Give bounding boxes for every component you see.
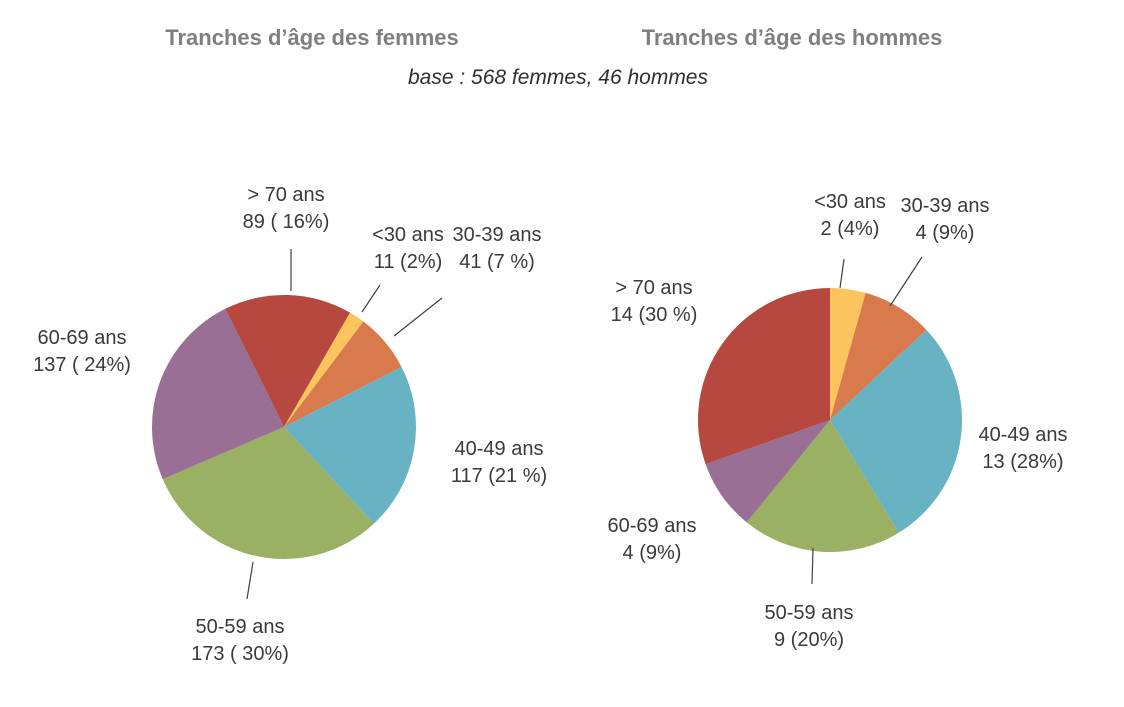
chart-title-femmes: Tranches d’âge des femmes [165, 25, 459, 50]
pie-slice-40-49-ans [830, 329, 963, 533]
pie-label-hommes-30-39: 30-39 ans 4 (9%) [901, 193, 990, 247]
pie-label-category: 40-49 ans [454, 438, 544, 460]
leader-hommes-50-59 [811, 547, 814, 585]
pie-label-value: 4 (9%) [915, 222, 975, 244]
pie-slice-60-69-ans [705, 420, 830, 523]
pie-label-category: 60-69 ans [607, 515, 697, 537]
pie-slice-30-39-ans [284, 321, 402, 427]
pie-label-femmes-50-59: 50-59 ans 173 ( 30%) [191, 614, 289, 668]
pie-label-value: 4 (9%) [622, 542, 682, 564]
pie-label-value: 89 ( 16%) [242, 211, 330, 233]
pie-label-value: 13 (28%) [982, 451, 1064, 473]
pie-slice-<30-ans [830, 287, 866, 420]
pie-femmes [151, 294, 417, 559]
pie-label-hommes-under30: <30 ans 2 (4%) [814, 189, 886, 243]
pie-label-value: 11 (2%) [373, 251, 443, 273]
pie-label-category: 60-69 ans [37, 327, 127, 349]
pie-label-category: 50-59 ans [764, 602, 854, 624]
pie-hommes [697, 287, 963, 552]
pie-label-value: 9 (20%) [773, 629, 845, 651]
leader-femmes-30-39 [393, 297, 443, 337]
pie-label-hommes-60-69: 60-69 ans 4 (9%) [608, 513, 697, 567]
pie-label-value: 14 (30 %) [610, 304, 698, 326]
pie-label-category: <30 ans [814, 191, 886, 213]
pie-label-hommes-70plus: > 70 ans 14 (30 %) [611, 275, 698, 329]
pie-slice->-70-ans [697, 288, 830, 465]
pie-slice-30-39-ans [830, 292, 927, 420]
pie-label-category: > 70 ans [247, 184, 325, 206]
pie-label-hommes-50-59: 50-59 ans 9 (20%) [765, 600, 854, 654]
leader-hommes-under30 [839, 258, 845, 289]
pie-label-value: 137 ( 24%) [33, 354, 131, 376]
pie-slice-40-49-ans [284, 366, 417, 524]
pie-label-femmes-under30: <30 ans 11 (2%) [372, 222, 444, 276]
pie-label-value: 117 (21 %) [450, 465, 548, 487]
pie-slice-50-59-ans [746, 420, 899, 552]
pie-label-value: 2 (4%) [820, 218, 880, 240]
pie-label-hommes-40-49: 40-49 ans 13 (28%) [979, 422, 1068, 476]
pie-label-value: 41 (7 %) [459, 251, 535, 273]
pie-label-femmes-40-49: 40-49 ans 117 (21 %) [451, 436, 547, 490]
pie-label-femmes-30-39: 30-39 ans 41 (7 %) [453, 222, 542, 276]
pie-slice-<30-ans [284, 312, 364, 427]
leader-lines [246, 249, 923, 600]
pie-label-femmes-70plus: > 70 ans 89 ( 16%) [243, 182, 330, 236]
pie-label-category: <30 ans [372, 224, 444, 246]
leader-femmes-under30 [361, 284, 381, 313]
pie-label-value: 173 ( 30%) [191, 643, 289, 665]
pie-slice-50-59-ans [162, 427, 374, 559]
pie-label-femmes-60-69: 60-69 ans 137 ( 24%) [33, 325, 131, 379]
leader-hommes-30-39 [889, 256, 923, 307]
pie-label-category: 50-59 ans [195, 616, 285, 638]
leader-femmes-50-59 [246, 561, 254, 600]
pie-label-category: 30-39 ans [452, 224, 542, 246]
pie-slice->-70-ans [225, 294, 350, 427]
pie-slice-60-69-ans [151, 308, 284, 480]
pie-label-category: 40-49 ans [978, 424, 1068, 446]
chart-title-hommes: Tranches d’âge des hommes [641, 25, 943, 50]
chart-subtitle-base: base : 568 femmes, 46 hommes [408, 66, 708, 89]
pie-label-category: 30-39 ans [900, 195, 990, 217]
pie-label-category: > 70 ans [615, 277, 693, 299]
